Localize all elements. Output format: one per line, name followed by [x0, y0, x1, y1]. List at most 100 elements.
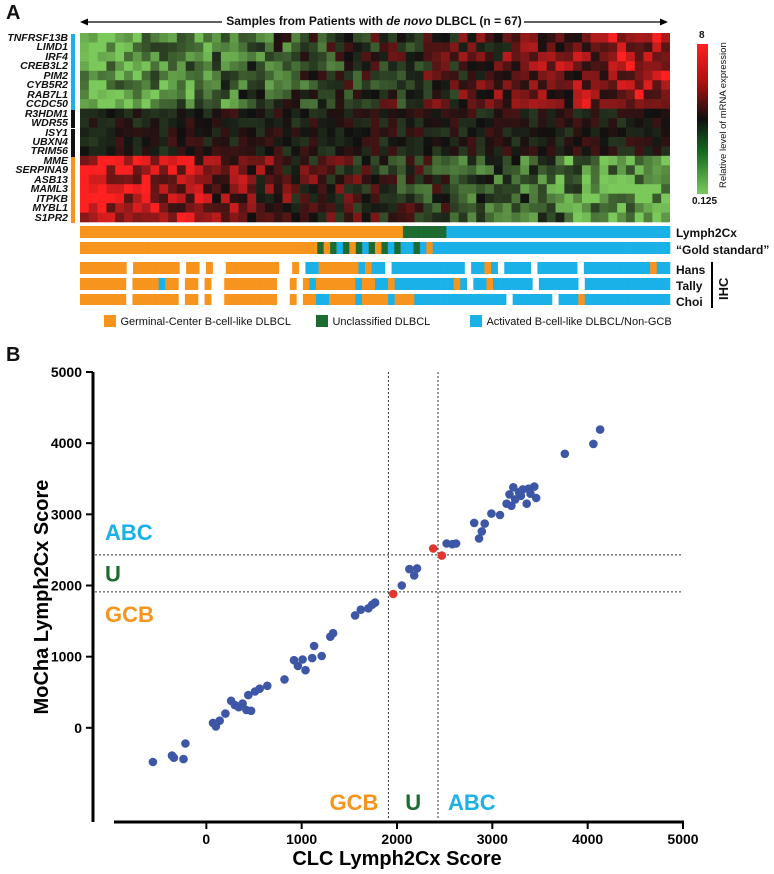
lymph2cx-cell [148, 226, 155, 238]
heatmap-cell [97, 136, 107, 147]
heatmap-cell [97, 118, 107, 128]
heatmap-cell [168, 146, 178, 157]
heatmap-cell [326, 70, 336, 81]
heatmap-cell [229, 136, 239, 147]
heatmap-cell [335, 127, 345, 138]
heatmap-cell [458, 51, 468, 62]
heatmap-cell [97, 61, 107, 72]
hans-cell [411, 262, 419, 274]
gold-standard-cell [176, 242, 183, 254]
heatmap-cell [405, 33, 415, 43]
heatmap-cell [238, 42, 248, 53]
heatmap-cell [564, 136, 574, 147]
heatmap-cell [388, 99, 398, 109]
heatmap-cell [256, 212, 266, 223]
gold-standard-cell [118, 242, 126, 254]
heatmap-cell [511, 108, 521, 119]
heatmap-cell [661, 33, 670, 43]
heatmap-cell [308, 33, 319, 43]
hans-cell [590, 262, 598, 274]
heatmap-cell [291, 146, 301, 157]
heatmap-cell [405, 146, 415, 157]
heatmap-cell [555, 108, 565, 119]
heatmap-cell [634, 51, 644, 62]
hans-cell [325, 262, 333, 274]
hans-cell [451, 262, 459, 274]
heatmap-cell [352, 70, 363, 81]
heatmap-cell [185, 89, 195, 100]
heatmap-cell [352, 89, 363, 100]
heatmap-cell [405, 99, 415, 109]
heatmap-cell [220, 61, 231, 72]
heatmap-cell [502, 70, 512, 81]
heatmap-cell [124, 212, 134, 223]
heatmap-cell [599, 99, 609, 109]
tally-cell [434, 278, 441, 290]
gold-standard-cell [259, 242, 267, 254]
data-point [238, 699, 247, 708]
panel-b-label: B [6, 344, 21, 366]
heatmap-cell [273, 80, 283, 90]
gold-standard-cell [484, 242, 491, 254]
heatmap-cell [502, 136, 512, 147]
heatmap-cell [502, 61, 512, 72]
heatmap-cell [115, 70, 125, 81]
y-tick-label: 1000 [51, 649, 82, 665]
choi-cell [204, 294, 212, 305]
heatmap-cell [150, 99, 160, 109]
heatmap-cell [625, 184, 636, 194]
heatmap-cell [150, 146, 160, 157]
heatmap-cell [220, 33, 231, 43]
heatmap-cell [203, 184, 213, 194]
heatmap-cell [511, 80, 521, 90]
heatmap-cell [326, 155, 336, 166]
heatmap-cell [414, 146, 424, 157]
heatmap-cell [546, 127, 556, 138]
gold-standard-cell [631, 242, 639, 254]
heatmap-cell [150, 174, 160, 185]
heatmap-cell [511, 174, 521, 185]
hans-cell [365, 262, 372, 274]
x-tick-label: 1000 [286, 831, 317, 847]
tally-cell [145, 278, 153, 290]
heatmap-cell [273, 118, 283, 128]
heatmap-cell [80, 193, 90, 204]
tally-cell [224, 278, 232, 290]
heatmap-cell [485, 42, 495, 53]
hans-cell [623, 262, 631, 274]
gene-label: MAML3 [30, 183, 68, 196]
heatmap-cell [185, 127, 195, 138]
heatmap-cell [493, 89, 503, 100]
heatmap-cell [273, 174, 283, 185]
tally-cell [302, 278, 310, 290]
choi-cell [289, 294, 297, 305]
heatmap-cell [467, 61, 477, 72]
heatmap-cell [238, 193, 248, 204]
heatmap-cell [106, 146, 116, 157]
heatmap-cell [564, 203, 574, 213]
lymph2cx-cell [527, 226, 534, 238]
heatmap-cell [238, 136, 248, 147]
heatmap-cell [485, 155, 495, 166]
heatmap-cell [537, 127, 548, 138]
heatmap-cell [141, 203, 151, 213]
heatmap-cell [467, 165, 477, 176]
heatmap-cell [344, 203, 354, 213]
heatmap-cell [467, 155, 477, 166]
gene-label: LIMD1 [36, 41, 69, 54]
tally-cell [80, 278, 87, 290]
heatmap-cell [176, 203, 186, 213]
heatmap-cell [229, 212, 239, 223]
gold-standard-cell [580, 242, 587, 254]
heatmap-cell [573, 136, 583, 147]
y-tick-label: 0 [74, 720, 82, 736]
heatmap-cell [185, 155, 195, 166]
heatmap-cell [132, 70, 142, 81]
heatmap-cell [414, 184, 424, 194]
track-label-lymph2cx: Lymph2Cx [676, 226, 737, 240]
tally-cell [637, 278, 645, 290]
heatmap-cell [264, 61, 275, 72]
data-point [487, 509, 496, 518]
heatmap-cell [203, 174, 213, 185]
heatmap-cell [485, 51, 495, 62]
